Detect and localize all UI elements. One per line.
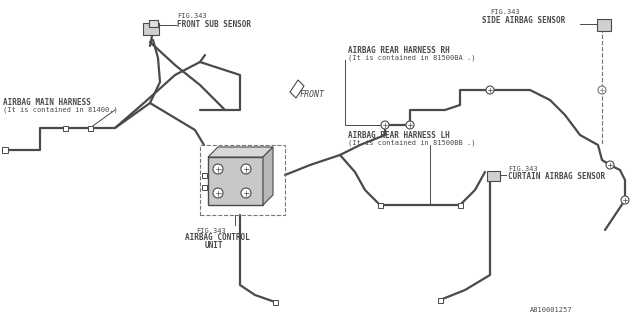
Bar <box>63 125 67 131</box>
Text: AIRBAG MAIN HARNESS: AIRBAG MAIN HARNESS <box>3 98 91 107</box>
Text: (It is contained in 81400.): (It is contained in 81400.) <box>3 107 118 113</box>
Bar <box>208 157 263 205</box>
Circle shape <box>621 196 629 204</box>
Text: AIRBAG CONTROL: AIRBAG CONTROL <box>185 234 250 243</box>
Circle shape <box>381 121 389 129</box>
Circle shape <box>241 164 251 174</box>
Bar <box>273 300 278 305</box>
FancyBboxPatch shape <box>597 19 611 31</box>
Text: A810001257: A810001257 <box>530 307 573 313</box>
FancyBboxPatch shape <box>148 20 157 27</box>
FancyBboxPatch shape <box>143 23 159 35</box>
Text: UNIT: UNIT <box>205 241 223 250</box>
Text: FIG.343: FIG.343 <box>508 166 538 172</box>
Polygon shape <box>208 147 273 157</box>
Text: FRONT SUB SENSOR: FRONT SUB SENSOR <box>177 20 251 28</box>
Circle shape <box>598 86 606 94</box>
Text: FIG.343: FIG.343 <box>196 228 226 234</box>
Text: AIRBAG REAR HARNESS LH: AIRBAG REAR HARNESS LH <box>348 131 450 140</box>
Text: CURTAIN AIRBAG SENSOR: CURTAIN AIRBAG SENSOR <box>508 172 605 180</box>
Text: FIG.343: FIG.343 <box>177 13 207 19</box>
Text: AIRBAG REAR HARNESS RH: AIRBAG REAR HARNESS RH <box>348 45 450 54</box>
Bar <box>202 172 207 178</box>
Circle shape <box>213 188 223 198</box>
Circle shape <box>406 121 414 129</box>
Bar <box>2 147 8 153</box>
Circle shape <box>241 188 251 198</box>
Text: FIG.343: FIG.343 <box>490 9 520 15</box>
Text: SIDE AIRBAG SENSOR: SIDE AIRBAG SENSOR <box>482 15 565 25</box>
Bar <box>88 125 93 131</box>
Bar <box>200 145 285 215</box>
Text: (It is contained in 81500BA .): (It is contained in 81500BA .) <box>348 55 476 61</box>
Circle shape <box>213 164 223 174</box>
Polygon shape <box>263 147 273 205</box>
Text: (It is contained in 81500BB .): (It is contained in 81500BB .) <box>348 140 476 146</box>
Bar <box>458 203 463 207</box>
FancyBboxPatch shape <box>486 171 499 180</box>
Bar <box>438 298 442 302</box>
Bar <box>202 185 207 189</box>
Text: FRONT: FRONT <box>300 90 325 99</box>
Bar <box>378 203 383 207</box>
Circle shape <box>606 161 614 169</box>
Circle shape <box>486 86 494 94</box>
